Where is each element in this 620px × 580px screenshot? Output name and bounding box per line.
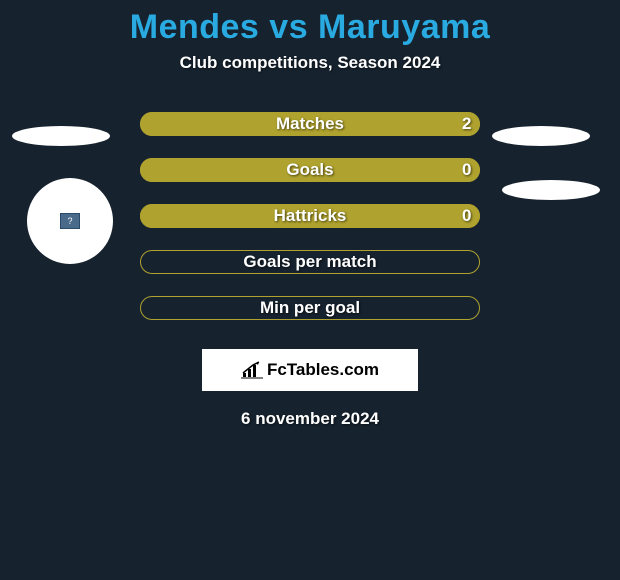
date-label: 6 november 2024: [0, 409, 620, 429]
logo-chart-icon: [241, 361, 263, 379]
avatar-ellipse-right-0: [492, 126, 590, 146]
logo-box: FcTables.com: [202, 349, 418, 391]
bar-track: [140, 296, 480, 320]
avatar-ellipse-right-1: [502, 180, 600, 200]
stat-row: Min per goal: [0, 285, 620, 331]
logo-text: FcTables.com: [267, 360, 379, 380]
subtitle: Club competitions, Season 2024: [0, 53, 620, 101]
widget-container: Mendes vs Maruyama Club competitions, Se…: [0, 0, 620, 429]
bar-fill: [140, 158, 480, 182]
avatar-ellipse-left-0: [12, 126, 110, 146]
avatar-circle: [27, 178, 113, 264]
bar-fill: [140, 112, 480, 136]
bar-track: [140, 250, 480, 274]
page-title: Mendes vs Maruyama: [0, 0, 620, 53]
bar-fill: [140, 204, 480, 228]
avatar-placeholder-icon: [60, 213, 80, 229]
